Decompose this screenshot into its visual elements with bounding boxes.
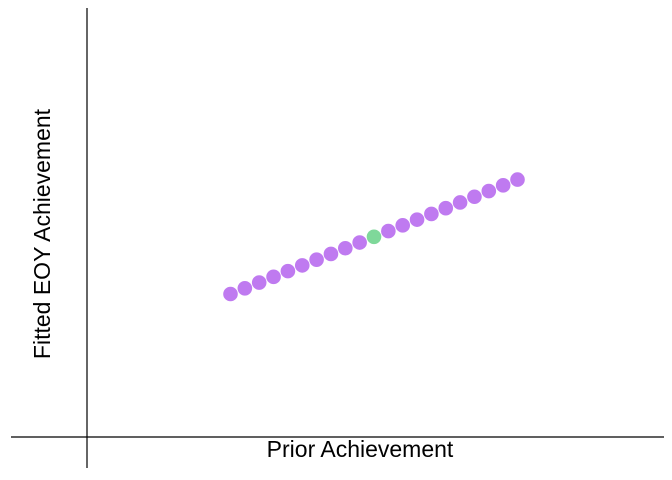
data-point [323,246,339,262]
data-point [438,200,454,216]
data-point [294,258,310,273]
data-point [510,172,525,187]
data-point [467,189,482,205]
data-point [495,178,511,193]
data-point [309,252,324,267]
data-point [352,235,367,250]
x-axis-label: Prior Achievement [267,436,454,462]
y-axis-label: Fitted EOY Achievement [29,108,55,359]
data-point [424,206,439,222]
data-point [251,275,267,290]
data-point [452,195,468,210]
data-point [381,223,396,239]
data-point-highlighted [366,229,382,245]
data-point [223,286,238,302]
data-point [266,269,281,285]
data-point [395,218,411,233]
data-points [223,172,525,302]
data-point [338,240,353,256]
data-point [280,263,296,279]
data-point [409,212,425,227]
data-point [481,183,497,199]
data-point [237,280,253,296]
